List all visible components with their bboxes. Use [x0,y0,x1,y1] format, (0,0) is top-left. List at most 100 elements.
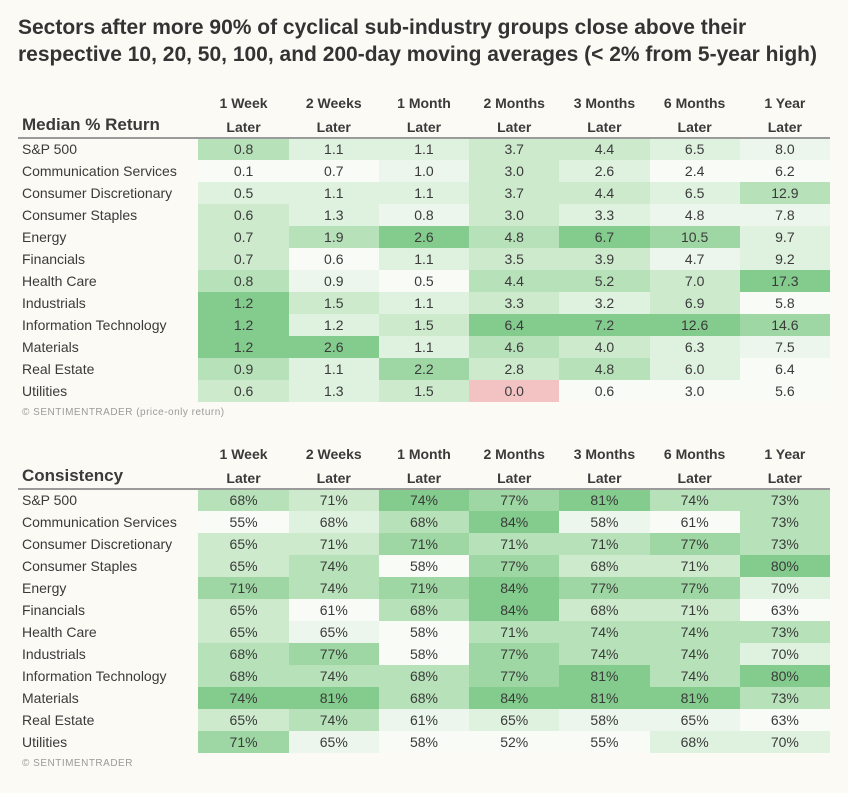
table-row: Financials0.70.61.13.53.94.79.2 [18,248,830,270]
data-cell: 10.5 [650,226,740,248]
data-cell: 77% [650,533,740,555]
data-cell: 58% [379,643,469,665]
data-cell: 4.0 [559,336,649,358]
column-header-bottom: Later [559,464,649,489]
data-cell: 68% [198,665,288,687]
table-row: Health Care0.80.90.54.45.27.017.3 [18,270,830,292]
data-cell: 58% [559,709,649,731]
data-cell: 77% [469,555,559,577]
data-cell: 1.1 [379,292,469,314]
data-cell: 14.6 [740,314,830,336]
data-cell: 71% [650,555,740,577]
row-label: Industrials [18,292,198,314]
data-cell: 61% [289,599,379,621]
data-cell: 1.1 [379,138,469,160]
column-header-bottom: Later [740,464,830,489]
row-label: Health Care [18,270,198,292]
data-cell: 6.5 [650,182,740,204]
row-label: Communication Services [18,511,198,533]
data-cell: 0.0 [469,380,559,402]
data-cell: 73% [740,533,830,555]
data-cell: 6.4 [469,314,559,336]
data-cell: 0.8 [198,138,288,160]
row-label: Consumer Staples [18,555,198,577]
data-cell: 3.0 [469,160,559,182]
data-cell: 1.5 [289,292,379,314]
column-header-bottom: Later [198,113,288,138]
data-cell: 6.0 [650,358,740,380]
data-cell: 6.9 [650,292,740,314]
data-cell: 74% [650,489,740,511]
column-header-top: 1 Year [740,87,830,113]
column-header-top: 1 Year [740,438,830,464]
column-header-bottom: Later [469,113,559,138]
data-cell: 63% [740,709,830,731]
row-label: S&P 500 [18,489,198,511]
data-cell: 68% [379,599,469,621]
table-row: Communication Services55%68%68%84%58%61%… [18,511,830,533]
data-cell: 1.1 [289,182,379,204]
table-row: Industrials68%77%58%77%74%74%70% [18,643,830,665]
data-cell: 1.1 [289,358,379,380]
data-cell: 12.9 [740,182,830,204]
column-header-top: 2 Weeks [289,87,379,113]
data-cell: 3.0 [469,204,559,226]
data-cell: 73% [740,511,830,533]
data-cell: 58% [559,511,649,533]
data-cell: 68% [289,511,379,533]
data-cell: 8.0 [740,138,830,160]
row-label: Materials [18,687,198,709]
table-row: Utilities0.61.31.50.00.63.05.6 [18,380,830,402]
column-header-bottom: Later [289,113,379,138]
data-cell: 1.5 [379,314,469,336]
data-cell: 1.0 [379,160,469,182]
data-cell: 5.8 [740,292,830,314]
row-label: Industrials [18,643,198,665]
data-cell: 58% [379,555,469,577]
table-row: Industrials1.21.51.13.33.26.95.8 [18,292,830,314]
data-cell: 68% [198,643,288,665]
data-cell: 1.3 [289,380,379,402]
data-cell: 68% [379,665,469,687]
column-header-bottom: Later [198,464,288,489]
data-cell: 0.7 [289,160,379,182]
data-cell: 0.6 [198,380,288,402]
data-cell: 0.9 [198,358,288,380]
data-cell: 77% [469,665,559,687]
data-cell: 71% [650,599,740,621]
data-cell: 73% [740,489,830,511]
data-cell: 74% [289,665,379,687]
column-header-bottom: Later [559,113,649,138]
column-header-top: 1 Week [198,438,288,464]
data-cell: 74% [559,643,649,665]
column-header-top: 1 Week [198,87,288,113]
data-cell: 2.2 [379,358,469,380]
column-header-bottom: Later [289,464,379,489]
table-row: S&P 50068%71%74%77%81%74%73% [18,489,830,511]
row-label: Energy [18,226,198,248]
section-header: Consistency [18,464,198,489]
data-cell: 1.3 [289,204,379,226]
data-cell: 4.7 [650,248,740,270]
data-cell: 1.9 [289,226,379,248]
data-cell: 4.4 [559,138,649,160]
data-cell: 0.5 [379,270,469,292]
section-header: Median % Return [18,113,198,138]
data-cell: 74% [379,489,469,511]
data-cell: 65% [198,709,288,731]
data-cell: 74% [650,665,740,687]
data-cell: 73% [740,621,830,643]
column-header-bottom: Later [379,113,469,138]
data-cell: 68% [379,687,469,709]
data-cell: 77% [469,643,559,665]
data-cell: 7.5 [740,336,830,358]
column-header-top: 6 Months [650,87,740,113]
table-row: Consumer Discretionary0.51.11.13.74.46.5… [18,182,830,204]
data-cell: 1.1 [379,336,469,358]
data-cell: 1.1 [379,182,469,204]
table-row: Energy0.71.92.64.86.710.59.7 [18,226,830,248]
data-cell: 73% [740,687,830,709]
data-cell: 70% [740,577,830,599]
data-cell: 1.5 [379,380,469,402]
data-cell: 2.6 [289,336,379,358]
